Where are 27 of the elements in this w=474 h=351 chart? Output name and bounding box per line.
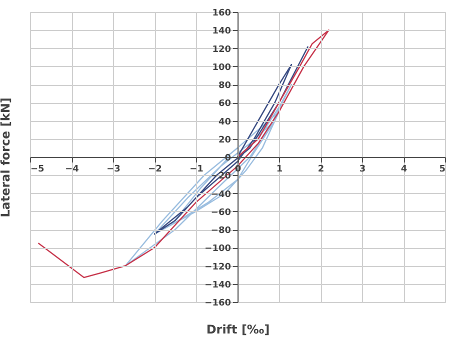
x-tick-label: 2 bbox=[318, 164, 324, 174]
y-tick-label: −100 bbox=[204, 244, 231, 254]
y-tick-label: −80 bbox=[210, 226, 231, 236]
y-tick-label: −120 bbox=[204, 262, 231, 272]
x-tick-label: 5 bbox=[439, 164, 446, 174]
y-tick-label: 160 bbox=[212, 8, 231, 18]
y-tick-label: −160 bbox=[204, 298, 231, 308]
y-tick-label: 100 bbox=[212, 62, 231, 73]
x-tick-label: −1 bbox=[190, 164, 204, 174]
y-tick-label: 20 bbox=[218, 135, 231, 146]
y-tick-label: 60 bbox=[218, 99, 231, 110]
y-tick-label: −140 bbox=[204, 280, 231, 290]
y-tick-label: −60 bbox=[210, 208, 231, 218]
x-axis-title: Drift [‰] bbox=[206, 322, 270, 336]
x-tick-label: −5 bbox=[30, 164, 44, 174]
y-axis-title: Lateral force [kN] bbox=[0, 98, 12, 218]
x-tick-label: −2 bbox=[148, 164, 162, 174]
y-tick-label: 80 bbox=[218, 81, 231, 91]
x-tick-label: −4 bbox=[65, 164, 79, 174]
x-tick-label: −3 bbox=[106, 164, 120, 174]
y-tick-label: −40 bbox=[210, 190, 231, 200]
x-tick-label: 4 bbox=[400, 164, 408, 174]
y-tick-label: 120 bbox=[212, 44, 231, 55]
y-tick-label: 140 bbox=[212, 26, 231, 37]
x-tick-label: 3 bbox=[359, 164, 366, 174]
x-tick-label: 1 bbox=[276, 164, 283, 174]
y-tick-label: 40 bbox=[218, 117, 231, 128]
